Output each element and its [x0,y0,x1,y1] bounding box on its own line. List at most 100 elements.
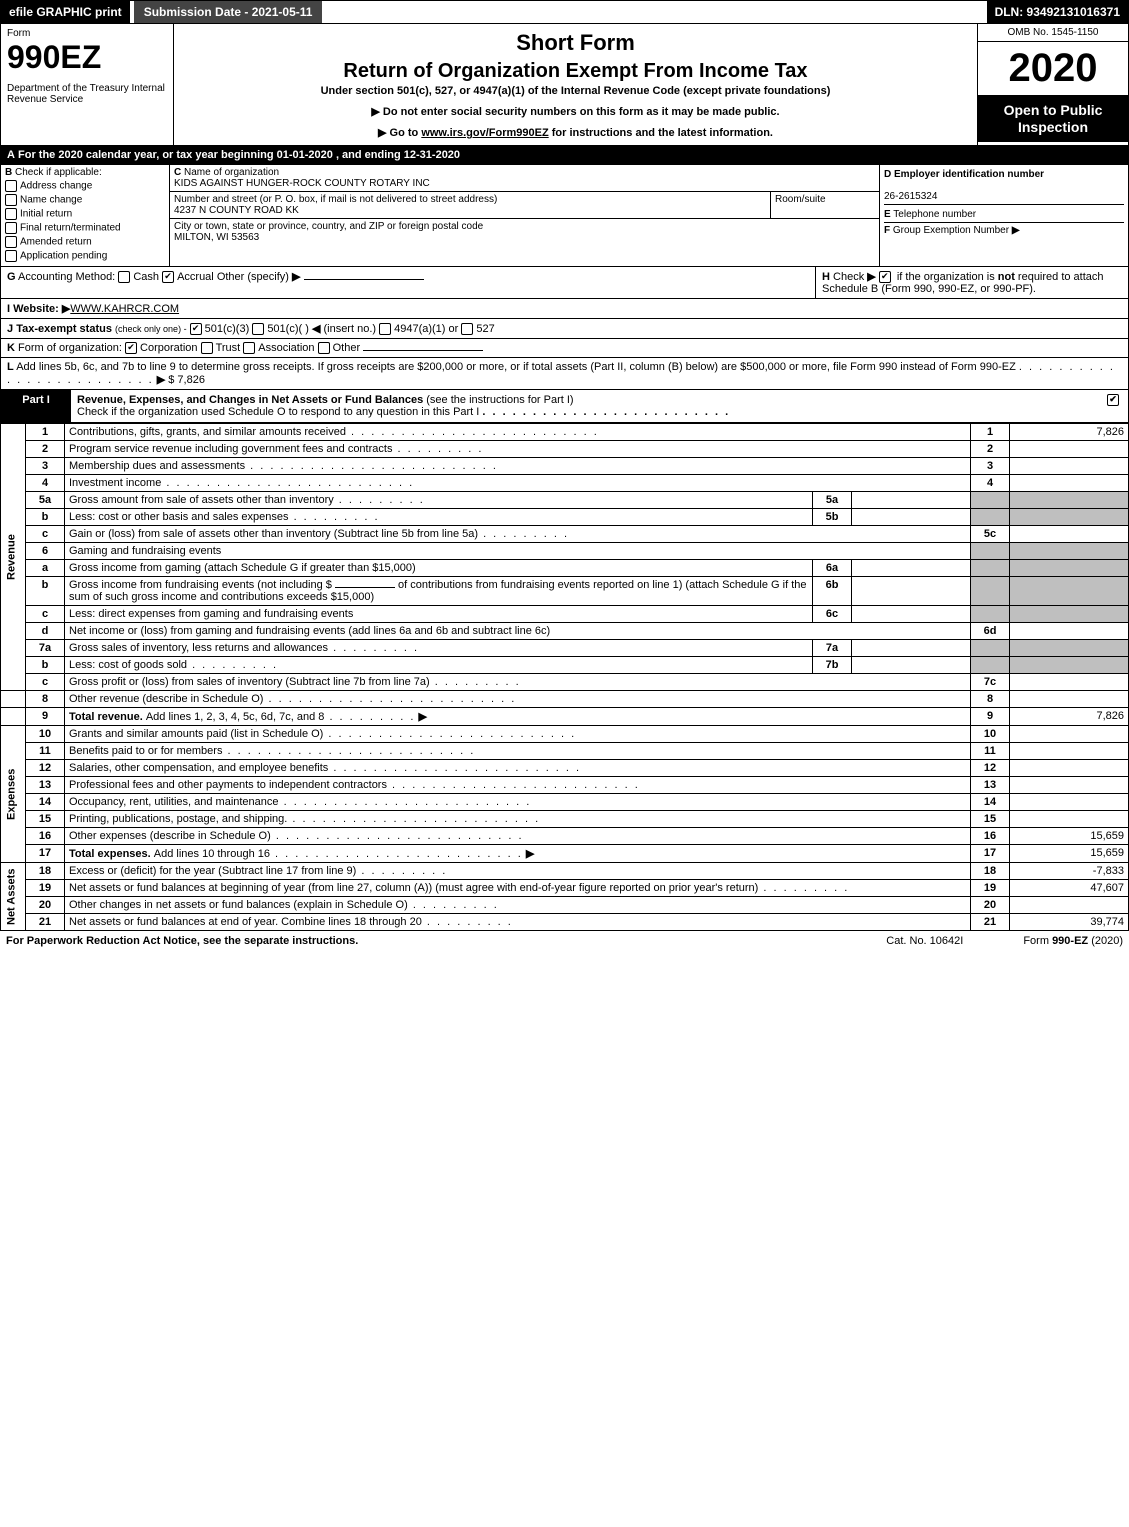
initial-return-checkbox[interactable] [5,208,17,220]
section-b-label: Check if applicable: [15,167,102,178]
line-17-num: 17 [26,845,65,863]
omb-number: OMB No. 1545-1150 [978,24,1128,42]
website-label: Website: [13,303,59,315]
row-k: K Form of organization: ✔Corporation Tru… [0,339,1129,358]
line-11-desc: Benefits paid to or for members [69,745,222,757]
efile-print-button[interactable]: efile GRAPHIC print [1,1,130,23]
section-b: B Check if applicable: Address change Na… [1,165,170,266]
footer-left: For Paperwork Reduction Act Notice, see … [6,935,358,947]
line-21-val: 39,774 [1010,914,1129,931]
501c-label: 501(c)( ) [267,323,309,335]
info-grid: B Check if applicable: Address change Na… [0,165,1129,267]
org-name-label: Name of organization [184,167,279,178]
accrual-checkbox[interactable]: ✔ [162,271,174,283]
line-10-numr: 10 [971,726,1010,743]
letter-g: G [7,271,16,283]
trust-checkbox[interactable] [201,342,213,354]
association-checkbox[interactable] [243,342,255,354]
line-2-num: 2 [26,441,65,458]
letter-f: F [884,225,890,236]
expenses-side-label: Expenses [1,726,26,863]
line-14-desc: Occupancy, rent, utilities, and maintena… [69,796,279,808]
line-6b-input[interactable] [335,587,395,588]
line-18-numr: 18 [971,863,1010,880]
other-specify-input[interactable] [304,279,424,280]
line-21-num: 21 [26,914,65,931]
header-left: Form 990EZ Department of the Treasury In… [1,24,174,145]
line-6-num: 6 [26,543,65,560]
address-change-checkbox[interactable] [5,180,17,192]
tax-exempt-label: Tax-exempt status [16,323,112,335]
part-1-label: Part I [1,390,71,422]
527-checkbox[interactable] [461,323,473,335]
ein-value: 26-2615324 [884,191,937,202]
final-return-checkbox[interactable] [5,222,17,234]
part-1-table: Revenue 1 Contributions, gifts, grants, … [0,423,1129,931]
amended-return-checkbox[interactable] [5,236,17,248]
501c3-checkbox[interactable]: ✔ [190,323,202,335]
row-gh: G Accounting Method: Cash ✔Accrual Other… [0,267,1129,299]
page-footer: For Paperwork Reduction Act Notice, see … [0,931,1129,951]
line-6a-shaded-val [1010,560,1129,577]
header-right: OMB No. 1545-1150 2020 Open to Public In… [977,24,1128,145]
city-label: City or town, state or province, country… [174,221,483,232]
line-17-desc-bold: Total expenses. [69,848,154,860]
line-6c-shaded [971,606,1010,623]
line-9-desc: Add lines 1, 2, 3, 4, 5c, 6d, 7c, and 8 [146,711,325,723]
row-j: J Tax-exempt status (check only one) - ✔… [0,319,1129,339]
top-bar: efile GRAPHIC print Submission Date - 20… [0,0,1129,24]
line-6b-sub: 6b [813,577,852,606]
form-header: Form 990EZ Department of the Treasury In… [0,24,1129,146]
other-org-checkbox[interactable] [318,342,330,354]
association-label: Association [258,342,314,354]
line-4-numr: 4 [971,475,1010,492]
open-public-inspection: Open to Public Inspection [978,96,1128,142]
name-change-checkbox[interactable] [5,194,17,206]
line-6-shaded-val [1010,543,1129,560]
application-pending-checkbox[interactable] [5,250,17,262]
line-7b-shaded-val [1010,657,1129,674]
line-5a-desc: Gross amount from sale of assets other t… [69,494,334,506]
line-7b-sub: 7b [813,657,852,674]
subtitle: Under section 501(c), 527, or 4947(a)(1)… [180,85,971,97]
line-19-numr: 19 [971,880,1010,897]
insert-no: (insert no.) [323,323,376,335]
letter-i: I [7,303,10,315]
line-6b-subval [852,577,971,606]
line-5a-subval [852,492,971,509]
line-5b-desc: Less: cost or other basis and sales expe… [69,511,289,523]
line-13-val [1010,777,1129,794]
line-5c-numr: 5c [971,526,1010,543]
schedule-b-checkbox[interactable]: ✔ [879,271,891,283]
line-6b-num: b [26,577,65,606]
line-5b-num: b [26,509,65,526]
submission-date: Submission Date - 2021-05-11 [134,1,323,23]
letter-k: K [7,342,15,354]
line-11-val [1010,743,1129,760]
line-1-desc: Contributions, gifts, grants, and simila… [69,426,346,438]
line-5b-sub: 5b [813,509,852,526]
line-20-desc: Other changes in net assets or fund bala… [69,899,408,911]
short-form-title: Short Form [180,30,971,56]
dln: DLN: 93492131016371 [987,1,1128,23]
line-5b-shaded-val [1010,509,1129,526]
corporation-checkbox[interactable]: ✔ [125,342,137,354]
line-5c-desc: Gain or (loss) from sale of assets other… [69,528,478,540]
website-link[interactable]: WWW.KAHRCR.COM [70,303,179,315]
irs-link[interactable]: www.irs.gov/Form990EZ [421,127,548,139]
form-label: Form [7,28,167,39]
letter-l: L [7,361,14,373]
cash-checkbox[interactable] [118,271,130,283]
line-7a-num: 7a [26,640,65,657]
line-19-num: 19 [26,880,65,897]
line-3-desc: Membership dues and assessments [69,460,245,472]
letter-a: A [7,149,15,161]
line-19-val: 47,607 [1010,880,1129,897]
other-org-input[interactable] [363,350,483,351]
line-11-numr: 11 [971,743,1010,760]
line-10-val [1010,726,1129,743]
line-5a-num: 5a [26,492,65,509]
schedule-o-checkbox[interactable]: ✔ [1107,394,1119,406]
4947-checkbox[interactable] [379,323,391,335]
501c-checkbox[interactable] [252,323,264,335]
